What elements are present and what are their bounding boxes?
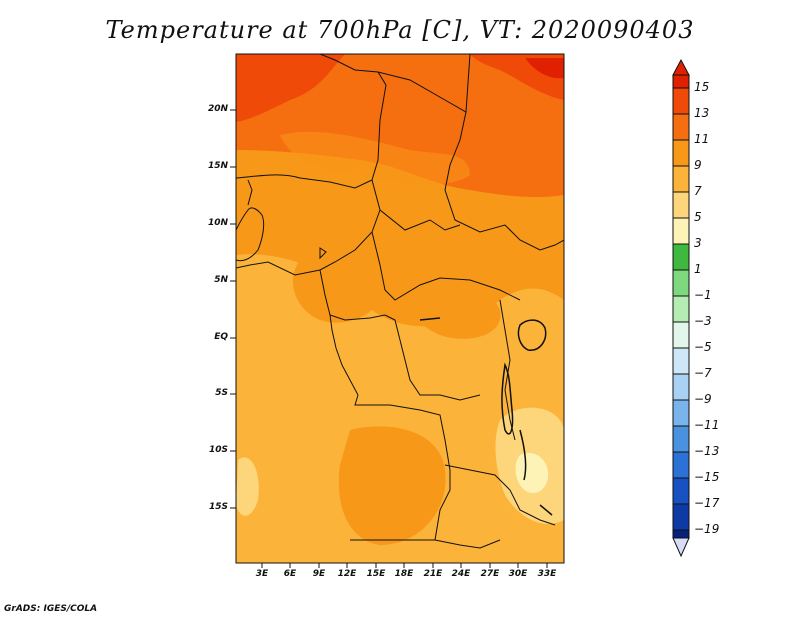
colorbar-segment xyxy=(672,269,690,297)
field-band-15-plus xyxy=(525,58,564,79)
lat-tick-label: 5N xyxy=(214,275,228,285)
map-frame xyxy=(235,53,565,564)
field-patch-9-11 xyxy=(292,249,382,323)
axis-ticks xyxy=(230,109,548,568)
country-borders xyxy=(236,54,564,549)
lat-tick-label: 15S xyxy=(208,502,228,512)
field-band-13-15 xyxy=(236,54,345,122)
colorbar-segment xyxy=(672,165,690,193)
field-patch-9-11 xyxy=(412,282,501,339)
colorbar-label: −11 xyxy=(694,418,720,432)
chart-title: Temperature at 700hPa [C], VT: 202009040… xyxy=(105,16,695,44)
lon-tick-label: 15E xyxy=(366,569,386,579)
colorbar-label: −17 xyxy=(694,496,720,510)
colorbar-segment xyxy=(672,74,690,89)
colorbar-label: −19 xyxy=(694,522,720,536)
field-band-11-13 xyxy=(236,54,564,198)
lon-tick-label: 30E xyxy=(508,569,528,579)
colorbar-segment xyxy=(672,191,690,219)
colorbar-segment xyxy=(672,477,690,505)
colorbar-segment xyxy=(672,321,690,349)
lat-tick-label: 10N xyxy=(207,218,228,228)
colorbar-top-arrow xyxy=(672,58,690,76)
colorbar-label: −1 xyxy=(694,288,712,302)
lat-tick-label: 5S xyxy=(215,388,228,398)
colorbar-segment xyxy=(672,243,690,271)
lon-tick-label: 12E xyxy=(337,569,357,579)
colorbar-label: 9 xyxy=(694,158,702,172)
colorbar-label: −7 xyxy=(694,366,712,380)
colorbar-segment xyxy=(672,139,690,167)
field-patch-9-11 xyxy=(338,426,446,545)
lon-tick-label: 6E xyxy=(283,569,297,579)
colorbar-label: −9 xyxy=(694,392,712,406)
colorbar-segment xyxy=(672,399,690,427)
lakes xyxy=(419,317,553,516)
colorbar-segment xyxy=(672,503,690,531)
lon-tick-label: 21E xyxy=(423,569,443,579)
field-patch-5-7 xyxy=(236,457,259,516)
field-patch-3-5 xyxy=(515,452,549,494)
colorbar-label: 11 xyxy=(694,132,710,146)
lat-tick-label: 20N xyxy=(207,104,228,114)
lon-tick-label: 3E xyxy=(255,569,269,579)
colorbar-label: 7 xyxy=(694,184,702,198)
lon-tick-label: 24E xyxy=(451,569,471,579)
colorbar-segment xyxy=(672,295,690,323)
colorbar-segment xyxy=(672,347,690,375)
field-patch-9-11 xyxy=(280,131,470,185)
colorbar-segment xyxy=(672,451,690,479)
colorbar-segment xyxy=(672,425,690,453)
colorbar-label: −13 xyxy=(694,444,720,458)
colorbar-segment xyxy=(672,217,690,245)
colorbar-segment xyxy=(672,529,690,539)
colorbar-label: −3 xyxy=(694,314,712,328)
colorbar-label: −5 xyxy=(694,340,712,354)
colorbar-label: 13 xyxy=(694,106,710,120)
colorbar-label: −15 xyxy=(694,470,720,484)
lon-tick-label: 18E xyxy=(394,569,414,579)
colorbar xyxy=(672,58,690,558)
colorbar-segment xyxy=(672,87,690,115)
temperature-field xyxy=(236,54,564,563)
colorbar-label: 1 xyxy=(694,262,702,276)
colorbar-segment xyxy=(672,373,690,401)
colorbar-segment xyxy=(672,113,690,141)
lon-tick-label: 9E xyxy=(312,569,326,579)
colorbar-label: 15 xyxy=(694,80,710,94)
software-credit: GrADS: IGES/COLA xyxy=(4,604,98,614)
colorbar-label: 3 xyxy=(694,236,702,250)
lat-tick-label: 15N xyxy=(207,161,228,171)
lon-tick-label: 27E xyxy=(480,569,500,579)
colorbar-label: 5 xyxy=(694,210,702,224)
lon-tick-label: 33E xyxy=(537,569,557,579)
lat-tick-label: EQ xyxy=(214,332,228,342)
colorbar-bottom-arrow xyxy=(672,537,690,558)
lat-tick-label: 10S xyxy=(208,445,228,455)
